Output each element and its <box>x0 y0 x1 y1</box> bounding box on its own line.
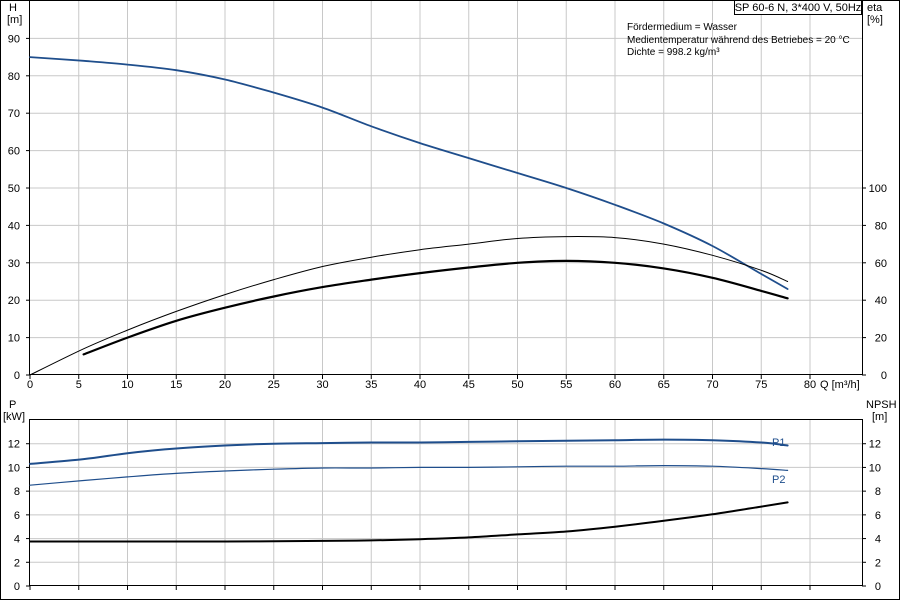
left-tick-label: 50 <box>8 183 20 195</box>
npsh-curve <box>29 501 789 543</box>
x-tick-label: 65 <box>658 379 670 391</box>
top-left-axis-unit: [m] <box>7 14 22 26</box>
bottom-plot-frame <box>29 419 863 586</box>
left-tick-label: 10 <box>8 333 20 345</box>
x-tick-label: 55 <box>560 379 572 391</box>
right-tick-label: 80 <box>875 220 887 232</box>
left-tick-label: 0 <box>14 370 20 382</box>
bottom-left-axis-unit: [kW] <box>3 411 25 423</box>
info-temperature: Medientemperatur während des Betriebes =… <box>627 35 850 46</box>
bottom-panel-grid <box>30 420 862 586</box>
power-p1-curve <box>29 438 789 465</box>
x-tick-label: 0 <box>27 379 33 391</box>
left-tick-label: 0 <box>14 581 20 593</box>
right-tick-label: 20 <box>875 333 887 345</box>
legend-p2: P2 <box>772 474 785 486</box>
top-left-axis-label: H <box>9 2 17 14</box>
legend-p1: P1 <box>772 437 785 449</box>
x-tick-label: 40 <box>414 379 426 391</box>
bottom-right-axis-label: NPSH <box>866 399 897 411</box>
head-curve <box>29 56 789 290</box>
left-tick-label: 30 <box>8 258 20 270</box>
left-tick-label: 90 <box>8 33 20 45</box>
left-tick-label: 20 <box>8 295 20 307</box>
left-tick-label: 10 <box>8 462 20 474</box>
x-tick-label: 30 <box>316 379 328 391</box>
right-tick-label: 60 <box>875 258 887 270</box>
left-tick-label: 80 <box>8 71 20 83</box>
x-tick-label: 60 <box>609 379 621 391</box>
left-tick-label: 6 <box>14 510 20 522</box>
right-tick-label: 10 <box>869 462 881 474</box>
x-tick-label: 75 <box>755 379 767 391</box>
left-tick-label: 4 <box>14 534 20 546</box>
right-tick-label: 2 <box>875 557 881 569</box>
info-density: Dichte = 998.2 kg/m³ <box>627 47 720 58</box>
efficiency-curve-total <box>29 236 789 376</box>
bottom-right-axis-unit: [m] <box>872 411 887 423</box>
left-tick-label: 8 <box>14 486 20 498</box>
x-tick-label: 70 <box>706 379 718 391</box>
efficiency-curve-pump <box>82 259 789 356</box>
left-tick-label: 12 <box>8 439 20 451</box>
right-tick-label: 40 <box>875 295 887 307</box>
top-right-axis-unit: [%] <box>867 14 883 26</box>
x-tick-label: 25 <box>268 379 280 391</box>
right-tick-label: 8 <box>875 486 881 498</box>
left-tick-label: 40 <box>8 220 20 232</box>
right-tick-label: 0 <box>881 370 887 382</box>
x-tick-label: 35 <box>365 379 377 391</box>
x-tick-label: 15 <box>170 379 182 391</box>
info-medium: Fördermedium = Wasser <box>627 22 738 33</box>
left-tick-label: 60 <box>8 146 20 158</box>
x-tick-label: 80 <box>804 379 816 391</box>
chart-title: SP 60-6 N, 3*400 V, 50Hz <box>735 2 862 14</box>
right-tick-label: 4 <box>875 534 881 546</box>
power-p2-curve <box>29 464 789 486</box>
title-box <box>734 0 862 15</box>
x-tick-label: 10 <box>121 379 133 391</box>
right-tick-label: 12 <box>869 439 881 451</box>
right-tick-label: 100 <box>869 183 887 195</box>
x-tick-label: 50 <box>511 379 523 391</box>
x-axis-label: Q [m³/h] <box>820 379 860 391</box>
x-tick-label: 45 <box>463 379 475 391</box>
bottom-left-axis-label: P <box>9 399 16 411</box>
tick-labels: 0 5 10 15 20 25 30 35 40 45 50 55 60 65 70 75 8001020304… <box>8 33 887 593</box>
curves <box>29 56 789 543</box>
right-tick-label: 0 <box>875 581 881 593</box>
top-right-axis-label: eta <box>867 2 883 14</box>
left-tick-label: 2 <box>14 557 20 569</box>
x-tick-label: 20 <box>219 379 231 391</box>
left-tick-label: 70 <box>8 108 20 120</box>
right-tick-label: 6 <box>875 510 881 522</box>
x-tick-label: 5 <box>76 379 82 391</box>
